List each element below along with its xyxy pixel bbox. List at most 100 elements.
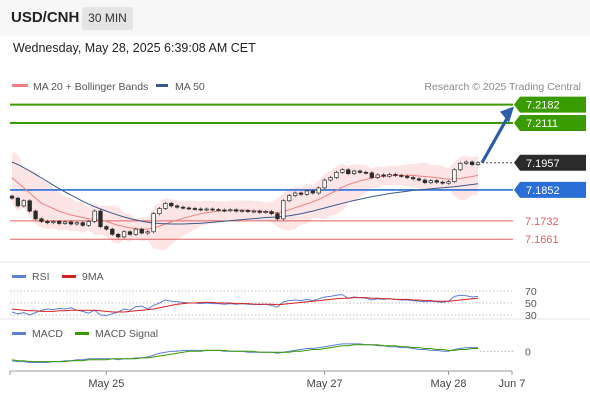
candle (139, 227, 144, 235)
candle (316, 186, 321, 195)
ma50-legend-label: MA 50 (175, 81, 205, 93)
candle (133, 227, 139, 236)
candle (180, 205, 186, 210)
level-label: 7.1852 (526, 185, 560, 197)
x-tick-label: May 25 (88, 378, 124, 390)
candle (210, 207, 215, 212)
candle (110, 227, 115, 236)
watermark: Research © 2025 Trading Central (424, 81, 581, 93)
candle (33, 209, 38, 221)
forecast-arrow-shaft (480, 115, 510, 164)
candle (45, 219, 50, 225)
candle (68, 220, 74, 226)
rsi-ma-line (11, 297, 479, 313)
x-tick-label: Jun 7 (499, 378, 526, 390)
candle (304, 189, 310, 196)
candle (121, 230, 127, 239)
candle (346, 168, 351, 176)
ma50-legend-swatch (156, 84, 168, 87)
candle (151, 212, 156, 234)
candle (310, 189, 315, 195)
candle (163, 201, 168, 211)
candle (15, 196, 21, 208)
x-tick-label: May 27 (307, 378, 343, 390)
ma50-line (11, 161, 479, 225)
candle (322, 178, 327, 190)
candle (98, 209, 103, 229)
level-label: 7.1957 (526, 158, 560, 170)
rsi-tick-label: 70 (525, 286, 537, 298)
candle (57, 219, 62, 226)
candle (469, 160, 475, 167)
candle (405, 174, 410, 180)
candle (157, 206, 162, 216)
macd-legend-label: MACD (32, 328, 63, 340)
rsi-line (11, 294, 479, 317)
x-axis: May 25 May 27 May 28 Jun 7 (9, 371, 526, 390)
candle (387, 172, 392, 178)
forecast-arrow-head (500, 106, 514, 123)
candle (92, 209, 97, 223)
price-levels (10, 103, 513, 240)
candle (186, 206, 192, 211)
candle (21, 199, 26, 208)
candle (334, 170, 339, 180)
chart-header: USD/CNH 30 MIN (0, 0, 590, 36)
candle (452, 168, 457, 184)
candle (416, 177, 422, 182)
candle (381, 173, 386, 178)
candle (216, 207, 221, 212)
macd-signal-legend-label: MACD Signal (95, 328, 158, 340)
candle (269, 210, 274, 216)
candle (281, 199, 286, 221)
x-tick-label: May 28 (430, 378, 466, 390)
candle (292, 191, 298, 198)
candle (393, 172, 398, 177)
candle (363, 170, 369, 175)
level-label: 7.1661 (525, 234, 559, 246)
candle (169, 201, 174, 208)
candle (257, 209, 262, 214)
candle (351, 169, 357, 176)
level-labels: 7.2182 7.2111 7.1957 7.1852 7.1732 7.1661 (514, 96, 586, 246)
candle (298, 191, 304, 196)
candle (62, 220, 68, 226)
candle (234, 208, 239, 213)
candle (440, 180, 445, 185)
candle (80, 221, 85, 227)
candle (340, 168, 345, 174)
candle (399, 173, 404, 178)
timeframe-button[interactable]: 30 MIN (82, 7, 133, 30)
rsi-tick-label: 50 (525, 298, 537, 310)
level-label-bg (514, 96, 586, 113)
candle (104, 225, 109, 231)
candle (86, 219, 91, 227)
level-label-bg (514, 114, 586, 131)
candle (428, 179, 433, 185)
forecast-arrow (480, 106, 514, 164)
macd-signal-legend-swatch (75, 332, 89, 335)
candle (198, 207, 203, 212)
macd-panel: 0 (11, 343, 531, 363)
bollinger-band-area (12, 151, 478, 251)
candle (74, 221, 80, 226)
candle (51, 219, 56, 225)
symbol-title: USD/CNH (11, 9, 80, 26)
macd-signal-line (11, 344, 478, 363)
candle (446, 180, 451, 185)
candle (245, 209, 251, 214)
level-label: 7.2182 (526, 100, 560, 112)
chart-datetime: Wednesday, May 28, 2025 6:39:08 AM CET (13, 41, 256, 55)
candle (434, 179, 439, 184)
candle (287, 194, 292, 203)
level-label-bg (514, 154, 586, 171)
candle (410, 175, 416, 181)
rsi-ma-legend-swatch (62, 275, 76, 278)
candle (127, 230, 133, 236)
rsi-ma-legend-label: 9MA (82, 271, 104, 283)
macd-legend-swatch (12, 332, 26, 335)
candle (328, 175, 333, 182)
ma20-legend-label: MA 20 + Bollinger Bands (33, 81, 148, 93)
candle (375, 173, 380, 180)
